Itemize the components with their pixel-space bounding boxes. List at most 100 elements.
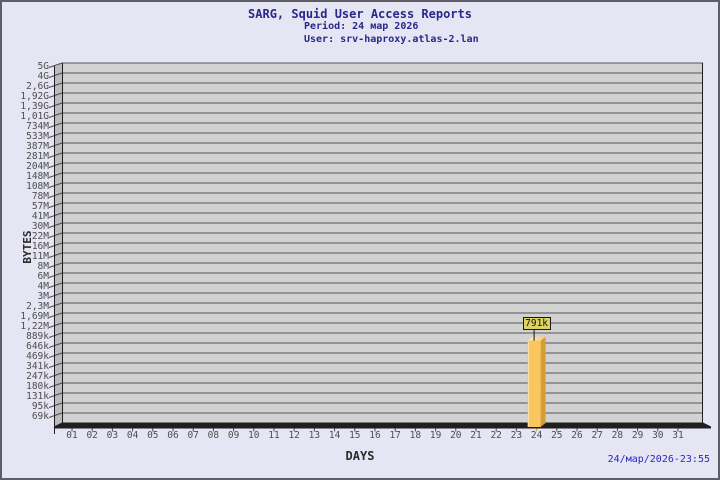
y-tick-line [48,392,63,398]
y-tick-line [48,132,63,138]
x-tick-label: 14 [328,430,341,441]
bar-side-face [540,336,546,427]
y-tick-label: 4M [37,281,49,292]
y-tick-label: 41M [31,211,49,222]
y-tick-line [48,112,63,118]
y-tick-line [48,252,63,258]
y-tick-label: 11M [31,251,49,262]
y-tick-label: 78M [31,191,49,202]
y-tick-line [48,342,63,348]
y-tick-line [48,192,63,198]
y-tick-line [48,172,63,178]
y-tick-line [48,272,63,278]
y-tick-label: 2,6G [26,81,49,92]
x-tick-label: 07 [187,430,199,441]
x-tick-label: 18 [409,430,422,441]
y-tick-line [48,332,63,338]
x-axis-band [54,422,711,429]
y-tick-label: 57M [31,201,49,212]
x-tick-label: 13 [308,430,321,441]
y-tick-label: 131k [26,391,49,402]
x-tick-label: 22 [490,430,502,441]
x-tick-label: 20 [450,430,462,441]
y-tick-line [48,262,63,268]
y-tick-line [48,352,63,358]
y-tick-label: 889k [26,331,49,342]
x-tick-label: 12 [288,430,300,441]
y-tick-line [48,162,63,168]
x-tick-label: 09 [227,430,240,441]
x-tick-label: 25 [551,430,563,441]
x-tick-label: 31 [672,430,684,441]
y-tick-label: 4G [37,71,49,82]
y-tick-label: 204M [26,161,49,172]
y-tick-line [48,312,63,318]
y-tick-line [48,142,63,148]
x-tick-label: 11 [268,430,280,441]
x-tick-label: 02 [86,430,98,441]
y-tick-label: 8M [37,261,49,272]
x-tick-label: 01 [66,430,78,441]
y-tick-line [48,82,63,88]
y-tick-label: 247k [26,371,49,382]
y-tick-label: 1,01G [20,111,49,122]
x-axis-title: DAYS [345,449,375,463]
x-tick-label: 10 [248,430,260,441]
bar-top-face [527,336,546,341]
y-tick-label: 2,3M [26,301,49,312]
y-tick-label: 3M [37,291,49,302]
y-tick-label: 69k [31,411,49,422]
y-tick-line [48,412,63,418]
x-tick-label: 04 [126,430,139,441]
y-tick-label: 5G [37,61,49,72]
generated-timestamp: 24/мар/2026-23:55 [607,454,710,465]
x-tick-label: 19 [429,430,442,441]
bar-value-badge: 791k [522,316,551,330]
x-tick-label: 15 [349,430,361,441]
y-tick-label: 1,92G [20,91,49,102]
y-tick-label: 734M [26,121,49,132]
y-tick-label: 281M [26,151,49,162]
y-tick-line [48,302,63,308]
y-tick-label: 387M [26,141,49,152]
y-tick-label: 148M [26,171,49,182]
y-tick-line [48,372,63,378]
y-tick-label: 16M [31,241,49,252]
y-tick-label: 1,69M [20,311,49,322]
x-tick-label: 21 [470,430,482,441]
y-tick-label: 341k [26,361,49,372]
x-tick-label: 28 [611,430,624,441]
y-tick-line [48,152,63,158]
x-tick-label: 30 [652,430,664,441]
y-tick-label: 30M [31,221,49,232]
y-tick-label: 6M [37,271,49,282]
y-tick-line [48,282,63,288]
y-tick-line [48,232,63,238]
y-tick-line [48,102,63,108]
x-tick-label: 03 [106,430,119,441]
x-tick-label: 27 [591,430,603,441]
y-tick-label: 180k [26,381,49,392]
page-title: SARG, Squid User Access Reports [248,7,472,21]
x-tick-label: 24 [530,430,543,441]
x-tick-label: 05 [147,430,159,441]
y-tick-line [48,292,63,298]
x-tick-label: 08 [207,430,220,441]
y-tick-line [48,122,63,128]
y-axis-title: BYTES [21,230,34,264]
y-tick-label: 22M [31,231,49,242]
y-tick-label: 533M [26,131,49,142]
report-period: Period: 24 мар 2026 [304,21,419,32]
report-user: User: srv-haproxy.atlas-2.lan [304,34,479,45]
x-tick-label: 26 [571,430,583,441]
x-tick-label: 23 [510,430,523,441]
bar-front-face [527,340,541,427]
y-tick-label: 469k [26,351,49,362]
y-tick-label: 1,22M [20,321,49,332]
x-tick-label: 16 [369,430,381,441]
y-tick-line [48,222,63,228]
y-tick-line [48,322,63,328]
y-tick-line [48,242,63,248]
